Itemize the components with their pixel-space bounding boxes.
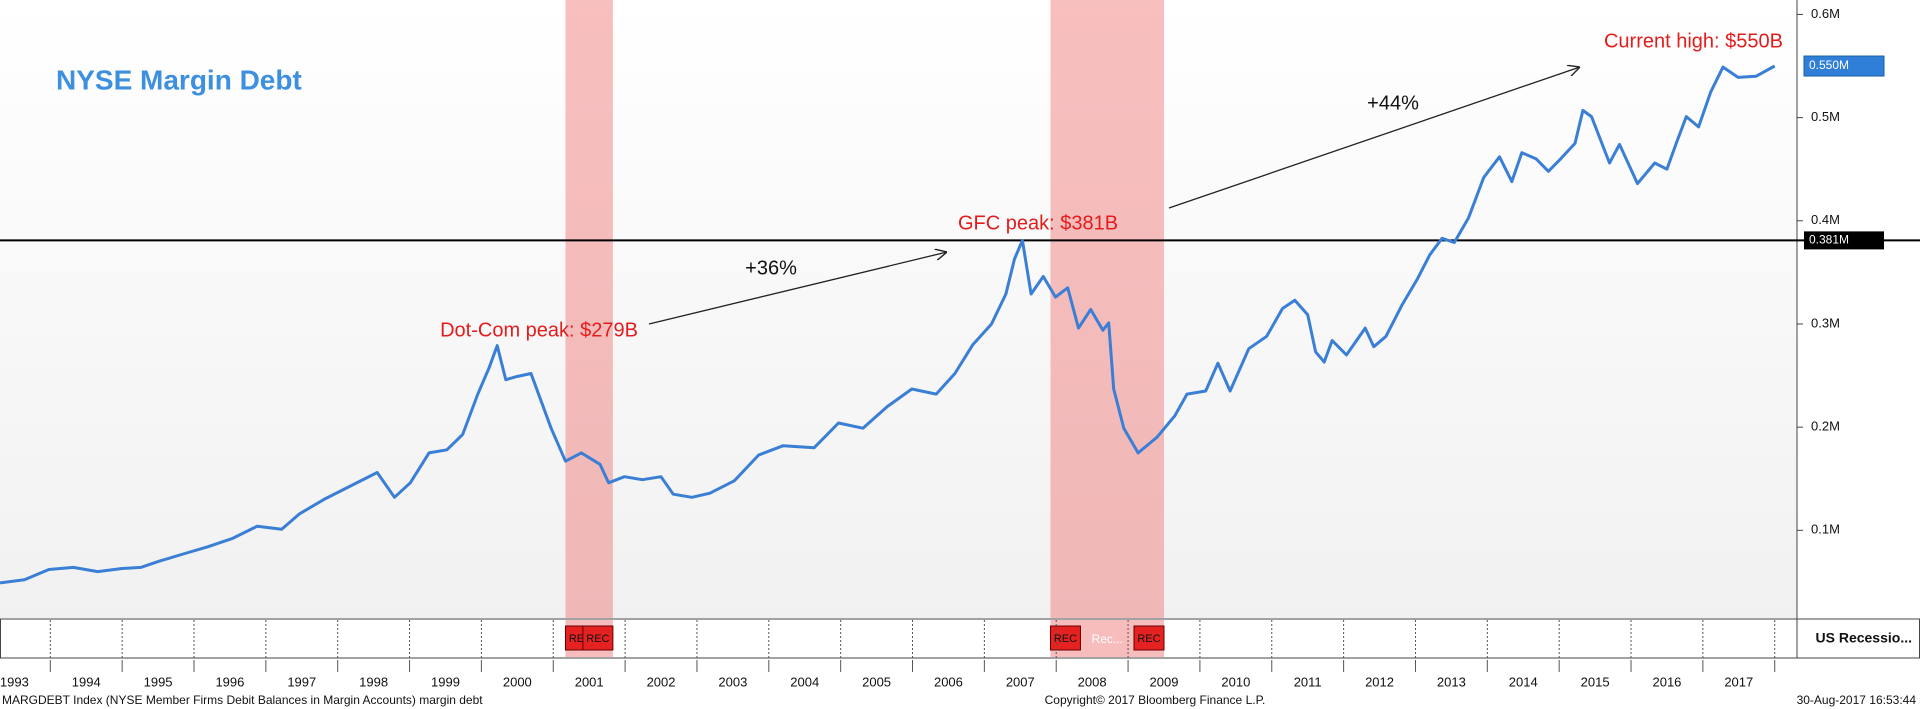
data-line (0, 64, 1776, 585)
x-tick-label: 2005 (862, 674, 891, 689)
x-tick-label: 2012 (1365, 674, 1394, 689)
x-tick-label: 1999 (431, 674, 460, 689)
x-tick-label: 2006 (934, 674, 963, 689)
x-tick-label: 2000 (503, 674, 532, 689)
x-tick-label: 2003 (718, 674, 747, 689)
footer-left: MARGDEBT Index (NYSE Member Firms Debit … (2, 693, 483, 707)
x-tick-label: 1993 (0, 674, 29, 689)
x-tick-label: 2004 (790, 674, 819, 689)
chart-title: NYSE Margin Debt (56, 64, 302, 95)
y-tick-label: 0.6M (1811, 6, 1840, 21)
strip-label: US Recessio... (1816, 630, 1913, 646)
x-tick-label: 2014 (1509, 674, 1538, 689)
annotation: +44% (1367, 92, 1419, 114)
y-tick-label: 0.1M (1811, 522, 1840, 537)
annotation-arrow (648, 252, 947, 325)
recession-marker (1133, 625, 1165, 651)
annotation: Current high: $550B (1604, 30, 1783, 52)
recession-marker-label: REC (1137, 633, 1160, 645)
x-tick-label: 2009 (1150, 674, 1179, 689)
x-tick-label: 2011 (1294, 674, 1322, 689)
y-tick-label: 0.5M (1811, 109, 1840, 124)
recession-band (565, 0, 613, 618)
y-tick-label: 0.3M (1811, 315, 1840, 330)
annotation-arrow (1168, 67, 1580, 209)
recession-marker (582, 625, 614, 651)
last-value-label: 0.550M (1809, 58, 1849, 72)
recession-marker-label: REC (1054, 633, 1077, 645)
reference-label: 0.381M (1809, 233, 1849, 247)
x-tick-label: 1996 (215, 674, 244, 689)
x-tick-label: 2017 (1724, 674, 1753, 689)
annotation: +36% (745, 257, 797, 279)
y-tick-label: 0.4M (1811, 212, 1840, 227)
x-tick-label: 2015 (1581, 674, 1610, 689)
recession-mid-label: Rec... (1092, 632, 1123, 646)
annotation: GFC peak: $381B (958, 212, 1118, 234)
x-tick-label: 2013 (1437, 674, 1466, 689)
reference-label-box (1804, 231, 1884, 250)
x-tick-label: 1998 (359, 674, 388, 689)
annotation: Dot-Com peak: $279B (440, 319, 638, 341)
x-tick-label: 2001 (575, 674, 604, 689)
x-tick-label: 2002 (647, 674, 676, 689)
recession-band (1050, 0, 1164, 618)
x-tick-label: 2007 (1006, 674, 1035, 689)
recession-strip (0, 618, 1920, 659)
x-tick-label: 2010 (1221, 674, 1250, 689)
footer-right: 30-Aug-2017 16:53:44 (1797, 693, 1917, 707)
recession-marker (1049, 625, 1081, 651)
x-tick-label: 1997 (287, 674, 316, 689)
x-tick-label: 2016 (1652, 674, 1681, 689)
recession-marker-label: REC (586, 633, 609, 645)
x-tick-label: 1994 (72, 674, 101, 689)
footer-center: Copyright© 2017 Bloomberg Finance L.P. (1045, 693, 1266, 707)
x-tick-label: 1995 (144, 674, 173, 689)
x-tick-label: 2008 (1078, 674, 1107, 689)
y-tick-label: 0.2M (1811, 419, 1840, 434)
last-value-box (1803, 55, 1885, 77)
